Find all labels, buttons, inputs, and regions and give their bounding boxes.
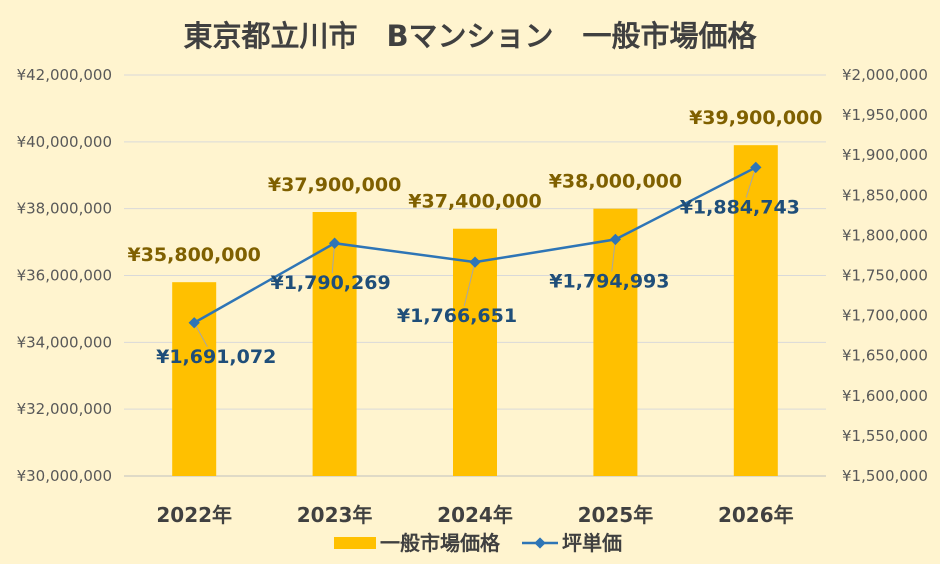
right-axis-tick-label: ¥1,900,000 [842, 146, 928, 164]
line-marker [188, 317, 200, 329]
line-marker [609, 233, 622, 246]
chart-title: 東京都立川市 Bマンション 一般市場価格 [183, 19, 757, 53]
x-axis-ticks: 2022年 2023年 2024年 2025年 2026年 [156, 503, 793, 527]
left-axis-tick-label: ¥34,000,000 [17, 333, 112, 351]
x-axis-tick-label: 2025年 [578, 503, 654, 527]
x-axis-tick-label: 2022年 [156, 503, 232, 527]
left-axis-tick-label: ¥42,000,000 [17, 66, 112, 84]
leader-line [193, 322, 208, 348]
legend: 一般市場価格 坪単価 [334, 531, 622, 555]
right-axis-ticks: ¥1,500,000 ¥1,550,000 ¥1,600,000 ¥1,650,000… [842, 66, 928, 485]
line-marker [469, 256, 481, 268]
leader-line [745, 167, 757, 198]
x-axis-tick-label: 2024年 [437, 503, 513, 527]
bar [453, 228, 497, 476]
left-axis-tick-label: ¥36,000,000 [17, 267, 112, 285]
line-data-label: ¥1,790,269 [270, 272, 390, 294]
bar-data-label: ¥38,000,000 [549, 171, 682, 193]
left-axis-tick-label: ¥38,000,000 [17, 200, 112, 218]
line-data-label: ¥1,794,993 [549, 270, 669, 292]
leader-line [463, 262, 476, 307]
legend-label: 一般市場価格 [380, 531, 501, 555]
bar-data-label: ¥35,800,000 [127, 244, 260, 266]
right-axis-tick-label: ¥1,550,000 [842, 427, 928, 445]
line-data-label: ¥1,884,743 [680, 196, 800, 218]
left-axis-tick-label: ¥30,000,000 [17, 467, 112, 485]
leader-line [611, 239, 616, 272]
right-axis-tick-label: ¥1,700,000 [842, 307, 928, 325]
bar-data-label: ¥37,900,000 [268, 174, 401, 196]
x-axis-tick-label: 2023年 [297, 503, 373, 527]
line-marker [750, 161, 762, 174]
line-data-label: ¥1,691,072 [156, 346, 276, 368]
right-axis-tick-label: ¥1,950,000 [842, 106, 928, 124]
left-axis-ticks: ¥30,000,000 ¥32,000,000 ¥34,000,000 ¥36,000… [17, 66, 112, 485]
left-axis-tick-label: ¥32,000,000 [17, 400, 112, 418]
right-axis-tick-label: ¥1,800,000 [842, 226, 928, 244]
line-data-label: ¥1,766,651 [397, 305, 517, 327]
bar-data-label: ¥39,900,000 [689, 107, 822, 129]
line-marker [328, 237, 341, 249]
bar-data-label: ¥37,400,000 [408, 191, 541, 213]
left-axis-tick-label: ¥40,000,000 [17, 133, 112, 151]
legend-swatch-bar [334, 537, 376, 549]
bar [593, 208, 638, 476]
right-axis-tick-label: ¥1,750,000 [842, 267, 928, 285]
bar [733, 145, 778, 477]
bar-data-labels: ¥35,800,000 ¥37,900,000 ¥37,400,000 ¥38,000… [127, 107, 822, 266]
legend-swatch-marker [534, 537, 546, 549]
x-axis-tick-label: 2026年 [718, 503, 794, 527]
legend-label: 坪単価 [562, 531, 622, 555]
right-axis-tick-label: ¥1,600,000 [842, 387, 928, 405]
right-axis-tick-label: ¥1,500,000 [842, 467, 928, 485]
bar [172, 282, 217, 476]
line-series [188, 161, 762, 329]
line-data-labels: ¥1,691,072 ¥1,790,269 ¥1,766,651 ¥1,794,993… [156, 196, 800, 367]
bar [312, 212, 357, 476]
right-axis-tick-label: ¥2,000,000 [842, 66, 928, 84]
right-axis-tick-label: ¥1,650,000 [842, 347, 928, 365]
right-axis-tick-label: ¥1,850,000 [842, 186, 928, 204]
